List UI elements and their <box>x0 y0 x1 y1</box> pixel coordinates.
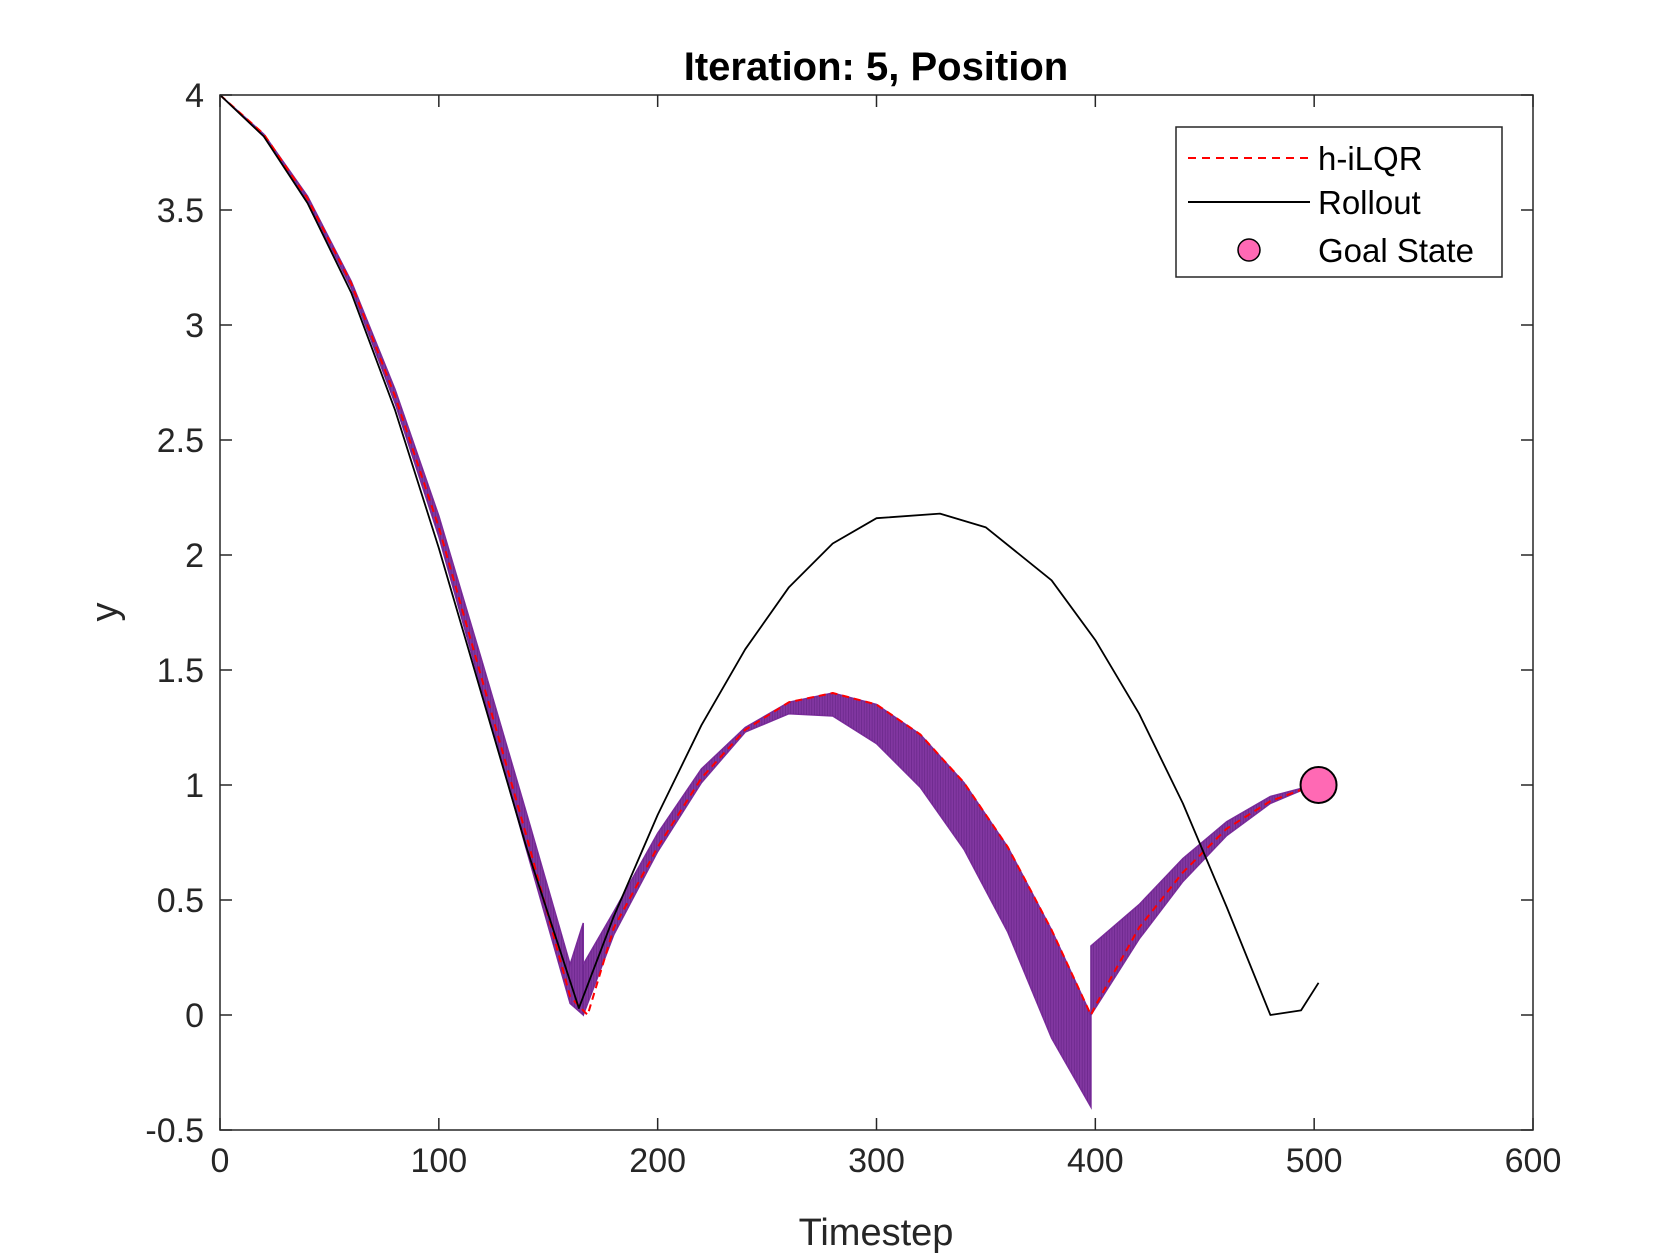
y-tick-label: 3.5 <box>157 192 204 230</box>
series-goal-state-point <box>1299 766 1338 804</box>
x-tick-label: 500 <box>1286 1142 1343 1180</box>
legend-label-goal-state: Goal State <box>1318 232 1474 269</box>
y-tick-label: 3 <box>185 307 204 345</box>
x-tick-label: 100 <box>410 1142 467 1180</box>
y-tick-label: 2.5 <box>157 422 204 460</box>
y-tick-label: 4 <box>185 77 204 115</box>
x-axis-label: Timestep <box>799 1212 954 1254</box>
y-tick-label: 0 <box>185 997 204 1035</box>
y-tick-label: 1 <box>185 767 204 805</box>
legend-swatch-goal-state <box>1237 238 1261 262</box>
legend-label-rollout: Rollout <box>1318 184 1421 221</box>
x-tick-label: 300 <box>848 1142 905 1180</box>
series-layer <box>219 94 1338 1016</box>
envelope-band <box>219 94 1315 1110</box>
x-tick-label: 400 <box>1067 1142 1124 1180</box>
legend: h-iLQR Rollout Goal State <box>1175 126 1503 278</box>
legend-label-h-ilqr: h-iLQR <box>1318 140 1423 177</box>
y-tick-label: 0.5 <box>157 882 204 920</box>
band-segment-2 <box>1090 784 1315 1018</box>
y-tick-label: 2 <box>185 537 204 575</box>
x-tick-label: 600 <box>1505 1142 1562 1180</box>
x-tick-label: 200 <box>629 1142 686 1180</box>
y-tick-label: 1.5 <box>157 652 204 690</box>
x-tick-label: 0 <box>211 1142 230 1180</box>
chart-title: Iteration: 5, Position <box>684 45 1068 89</box>
y-axis-label: y <box>84 603 126 622</box>
series-rollout-line <box>219 94 1320 1016</box>
y-tick-label: -0.5 <box>145 1112 204 1150</box>
ticks: 0 100 200 300 400 500 600-0.500.511.522.533.54 <box>145 77 1561 1180</box>
series-h-ilqr-line <box>219 94 1319 1016</box>
